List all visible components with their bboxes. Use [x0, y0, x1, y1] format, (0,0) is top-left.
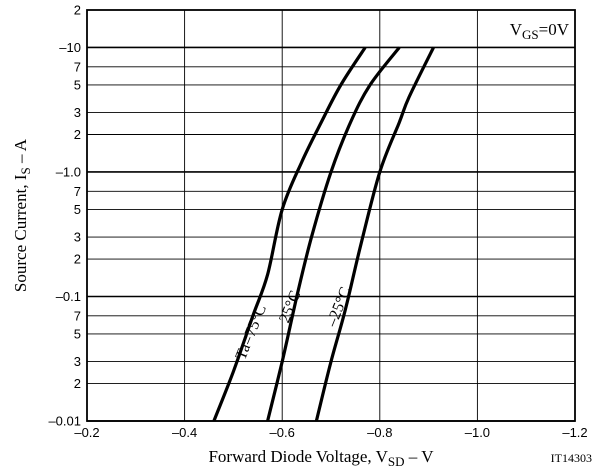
- figure-code: IT14303: [551, 451, 592, 465]
- condition-box: VGS=0V: [479, 14, 571, 42]
- x-axis-label: Forward Diode Voltage, VSD – V: [208, 447, 434, 469]
- y-tick-label: 7: [74, 59, 81, 74]
- series-label: 25°C: [276, 288, 304, 325]
- y-tick-label: 5: [74, 77, 81, 92]
- y-tick-label: 5: [74, 202, 81, 217]
- x-tick-label: –0.2: [74, 425, 99, 440]
- curves: Ta=75°C 25°C –25°C: [212, 46, 435, 422]
- x-tick-label: –1.2: [562, 425, 587, 440]
- series-line: [212, 46, 367, 422]
- series-line: [314, 46, 435, 422]
- series-label: –25°C: [323, 285, 355, 330]
- y-tick-label: –0.01: [48, 414, 81, 429]
- y-tick-label: 3: [74, 230, 81, 245]
- y-tick-label: 2: [74, 376, 81, 391]
- x-tick-label: –0.4: [172, 425, 197, 440]
- y-tick-label: –0.1: [56, 289, 81, 304]
- y-tick-label: 7: [74, 308, 81, 323]
- tick-labels: –0.01 2 3 5 7 –0.1 2 3 5 7 –1.0 2 3 5 7 –10 2 –0.2 –0.4 –0.…: [48, 3, 587, 441]
- x-tick-label: –0.8: [367, 425, 392, 440]
- y-tick-label: –1.0: [56, 164, 81, 179]
- y-tick-label: 2: [74, 3, 81, 18]
- y-tick-label: 2: [74, 127, 81, 142]
- y-tick-label: 7: [74, 184, 81, 199]
- series-line: [266, 46, 401, 422]
- y-tick-label: 5: [74, 326, 81, 341]
- series-label: Ta=75°C: [233, 302, 270, 362]
- y-tick-label: 3: [74, 354, 81, 369]
- plot-frame: [86, 9, 576, 422]
- y-tick-label: 3: [74, 105, 81, 120]
- x-tick-label: –1.0: [465, 425, 490, 440]
- y-tick-label: –10: [59, 40, 81, 55]
- y-axis-label: Source Current, IS – A: [11, 138, 33, 292]
- condition-label: VGS=0V: [510, 20, 570, 42]
- x-tick-label: –0.6: [270, 425, 295, 440]
- y-tick-label: 2: [74, 252, 81, 267]
